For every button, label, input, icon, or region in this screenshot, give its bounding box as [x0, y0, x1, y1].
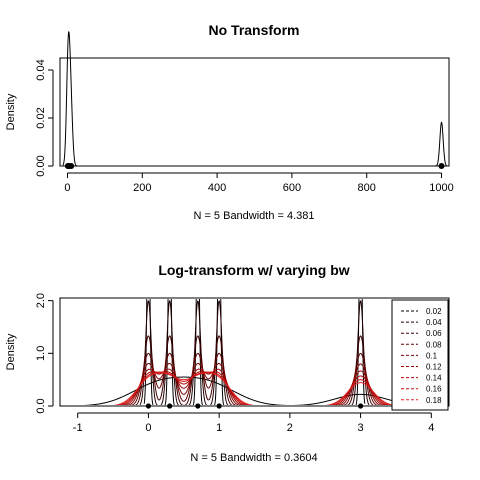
y-tick-label: 0.02 [35, 107, 47, 128]
density-line-bw [131, 352, 378, 405]
x-tick-label: 400 [208, 182, 226, 194]
density-curves-2 [83, 299, 425, 405]
x-tick-label: 2 [287, 422, 293, 434]
x-tick-label: 4 [428, 422, 434, 434]
legend: 0.02 0.04 0.06 0.08 0.1 0.12 0.14 0.16 0.18 [391, 299, 449, 411]
y-axis-label-2: Density [5, 333, 17, 370]
density-line-bw [127, 362, 382, 405]
rug-point [68, 163, 75, 169]
x-tick-label: -1 [73, 422, 83, 434]
x-tick-label: 0 [145, 422, 151, 434]
density-line-bw [143, 299, 366, 405]
rug-point [167, 403, 173, 409]
density-line-bw [120, 371, 389, 405]
chart-title-1: No Transform [208, 22, 299, 38]
x-axis-2: -1 0 1 2 3 4 [73, 412, 434, 434]
x-axis-1: 0 200 400 600 800 1000 [64, 172, 454, 194]
rug-point [357, 403, 364, 409]
x-tick-label: 800 [358, 182, 376, 194]
x-tick-label: 200 [133, 182, 151, 194]
y-tick-label: 0.04 [35, 59, 47, 80]
rug-point [145, 403, 152, 409]
legend-label: 0.14 [426, 374, 442, 383]
x-tick-label: 1000 [429, 182, 453, 194]
x-axis-label-2: N = 5 Bandwidth = 0.3604 [190, 452, 317, 464]
density-curves-1 [62, 31, 447, 167]
rug-point [438, 163, 445, 169]
x-tick-label: 3 [358, 422, 364, 434]
legend-label: 0.16 [426, 385, 442, 394]
y-tick-label: 1.0 [35, 346, 47, 361]
legend-label: 0.12 [426, 363, 442, 372]
y-axis-1: 0.00 0.02 0.04 [35, 59, 54, 177]
density-line-bw [139, 300, 370, 405]
density-line-bw [123, 368, 386, 405]
x-tick-label: 0 [64, 182, 70, 194]
x-tick-label: 1 [216, 422, 222, 434]
plot-frame-2 [59, 297, 450, 407]
panel-log-transform: Log-transform w/ varying bw -1 0 1 2 3 4 0.0 1… [5, 262, 450, 464]
plot-frame-1 [59, 57, 450, 167]
y-axis-label-1: Density [5, 93, 17, 130]
legend-label: 0.08 [426, 340, 442, 349]
panel-no-transform: No Transform 0 200 400 600 800 1000 0.000.020… [5, 22, 454, 222]
y-tick-label: 0.00 [35, 155, 47, 176]
legend-label: 0.18 [426, 396, 442, 405]
y-tick-label: 0.0 [35, 398, 47, 413]
rug-point [195, 403, 201, 409]
y-tick-label: 2.0 [35, 293, 47, 308]
rug-points-2 [145, 403, 364, 409]
density-line [62, 31, 447, 167]
legend-label: 0.1 [426, 351, 438, 360]
rug-point [216, 403, 222, 409]
density-line-bw [113, 372, 396, 405]
y-axis-2: 0.0 1.0 2.0 [35, 293, 54, 414]
legend-label: 0.02 [426, 307, 442, 316]
x-axis-label-1: N = 5 Bandwidth = 4.381 [193, 210, 314, 222]
chart-title-2: Log-transform w/ varying bw [158, 262, 349, 278]
rug-points-1 [64, 163, 445, 169]
legend-label: 0.04 [426, 318, 442, 327]
legend-label: 0.06 [426, 329, 442, 338]
x-tick-label: 600 [283, 182, 301, 194]
